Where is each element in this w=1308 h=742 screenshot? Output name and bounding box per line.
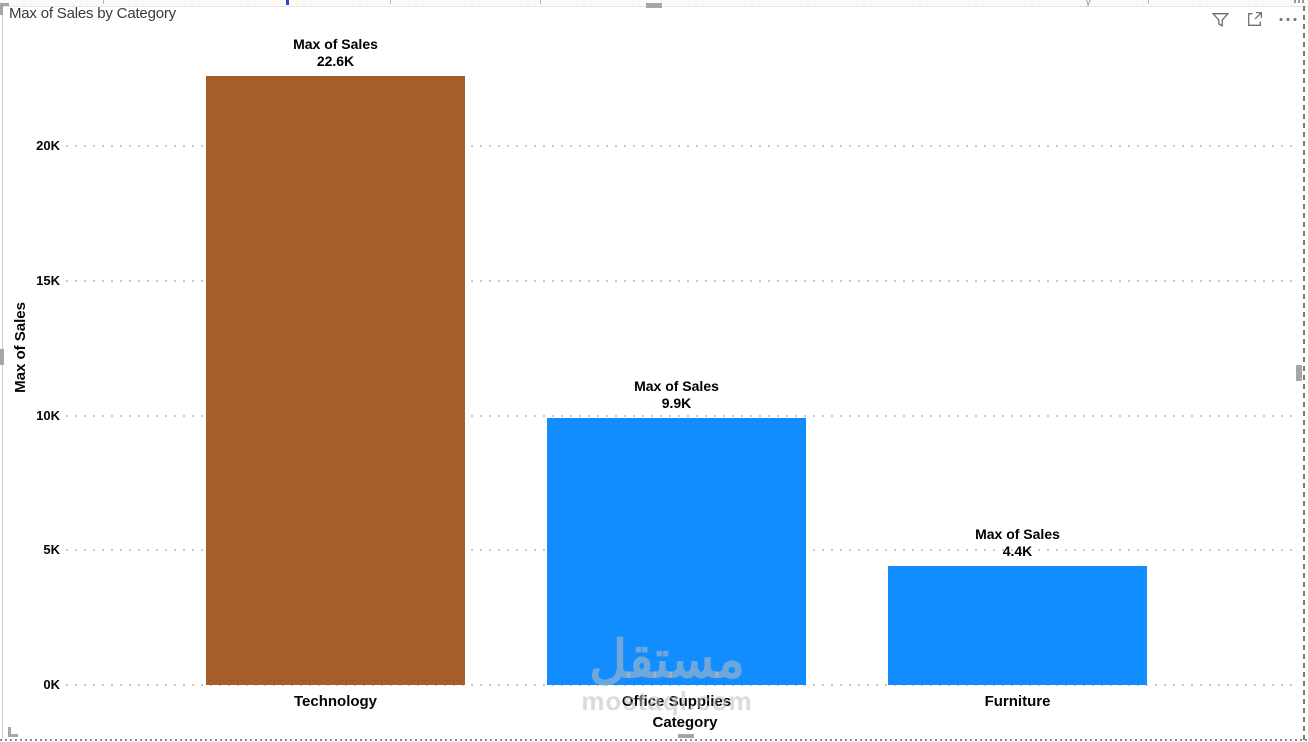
y-axis-tick-label: 0K bbox=[43, 677, 60, 692]
more-options-icon[interactable] bbox=[1278, 9, 1298, 29]
gridline-15K bbox=[66, 279, 1296, 282]
cropped-border-fragment bbox=[1294, 0, 1306, 3]
x-axis-label-furniture: Furniture bbox=[984, 693, 1051, 710]
cropped-text-fragment: y bbox=[1086, 0, 1091, 7]
resize-handle-top-middle[interactable] bbox=[646, 3, 662, 8]
visual-border-right bbox=[1303, 6, 1305, 740]
focus-mode-icon[interactable] bbox=[1244, 9, 1264, 29]
y-axis-tick-label: 10K bbox=[36, 407, 60, 423]
x-axis-label-technology: Technology bbox=[293, 693, 378, 710]
resize-handle-top-left[interactable] bbox=[0, 3, 3, 15]
x-axis-title: Category bbox=[652, 714, 718, 731]
resize-handle-bottom-left[interactable] bbox=[8, 727, 11, 737]
y-axis-title: Max of Sales bbox=[12, 302, 29, 393]
resize-handle-middle-left[interactable] bbox=[0, 349, 4, 365]
data-label-furniture: Max of Sales 4.4K bbox=[975, 526, 1060, 560]
gridline-20K bbox=[66, 145, 1296, 147]
data-label-office-supplies: Max of Sales 9.9K bbox=[634, 378, 719, 412]
y-axis-tick-label: 5K bbox=[43, 542, 60, 558]
x-axis-label-office-supplies: Office Supplies bbox=[621, 693, 732, 710]
filter-icon[interactable] bbox=[1210, 9, 1230, 29]
visual-border-bottom bbox=[0, 739, 1308, 741]
column-separator bbox=[390, 0, 391, 4]
cursor-mark bbox=[286, 0, 289, 5]
gridline-0K bbox=[66, 684, 1296, 686]
y-axis-tick-label: 20K bbox=[36, 138, 60, 153]
bar-office-supplies[interactable] bbox=[547, 418, 806, 685]
visual-title: Max of Sales by Category bbox=[9, 5, 176, 22]
data-label-technology: Max of Sales 22.6K bbox=[293, 35, 378, 69]
column-separator bbox=[103, 0, 104, 4]
resize-handle-bottom-left[interactable] bbox=[8, 734, 18, 737]
column-separator bbox=[1148, 0, 1149, 4]
visual-toolbar bbox=[1210, 9, 1298, 29]
y-axis-tick-label: 15K bbox=[36, 272, 60, 288]
resize-handle-bottom-middle[interactable] bbox=[678, 734, 694, 738]
bar-technology[interactable] bbox=[206, 75, 465, 685]
gridline-10K bbox=[66, 414, 1296, 417]
bar-furniture[interactable] bbox=[888, 566, 1147, 685]
visual-border-left bbox=[2, 6, 3, 739]
resize-handle-middle-right[interactable] bbox=[1296, 365, 1302, 381]
column-separator bbox=[540, 0, 541, 4]
resize-handle-top-left[interactable] bbox=[0, 3, 9, 6]
